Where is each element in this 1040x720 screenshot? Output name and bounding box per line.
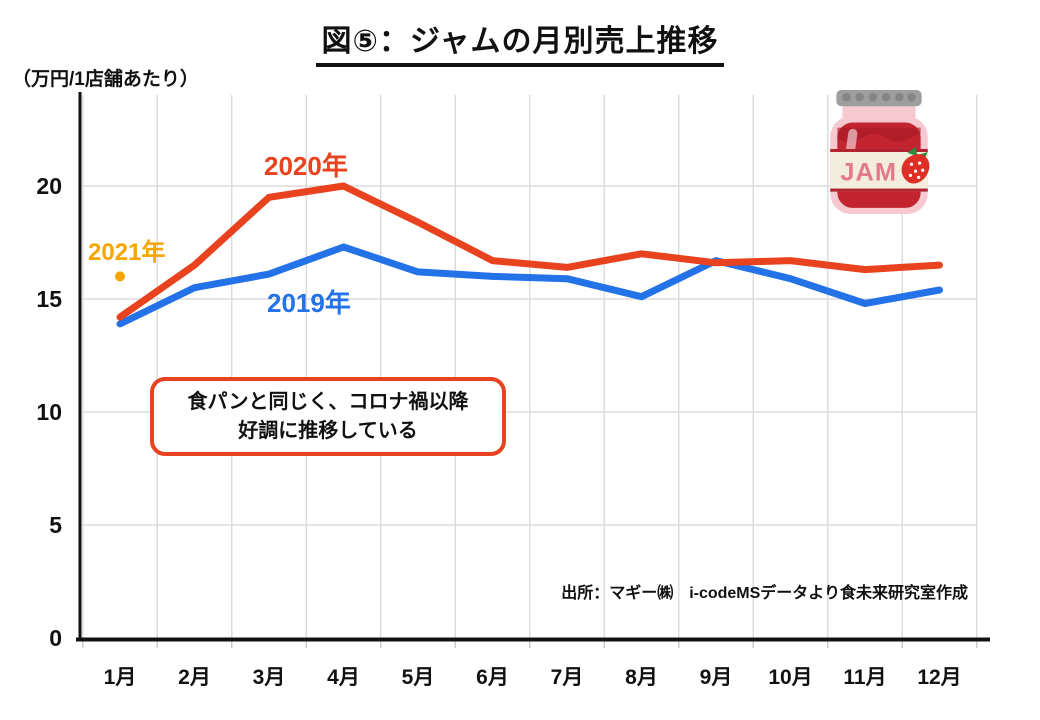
title-row: 図⑤：ジャムの月別売上推移 bbox=[0, 16, 1040, 67]
x-tick-label: 3月 bbox=[253, 666, 286, 689]
x-tick-label: 6月 bbox=[476, 666, 509, 689]
y-tick-label: 5 bbox=[49, 512, 62, 538]
x-tick-label: 2月 bbox=[178, 666, 211, 689]
x-tick-label: 8月 bbox=[625, 666, 658, 689]
x-tick-label: 1月 bbox=[104, 666, 137, 689]
series-label-2021: 2021年 bbox=[88, 239, 166, 266]
y-tick-label: 20 bbox=[36, 173, 62, 199]
data-line-2020年 bbox=[116, 182, 943, 321]
data-point-2021 bbox=[115, 271, 125, 282]
jar-lid-icon bbox=[836, 90, 922, 107]
y-axis-unit-label: （万円/1店舗あたり） bbox=[12, 69, 199, 90]
y-tick-label: 15 bbox=[36, 286, 62, 312]
x-tick-label: 7月 bbox=[551, 666, 584, 689]
jam-label-text: JAM bbox=[840, 158, 897, 186]
x-tick-label: 10月 bbox=[768, 666, 812, 689]
data-line-2019年 bbox=[116, 243, 943, 328]
y-tick-label: 10 bbox=[36, 399, 62, 425]
y-tick-label: 0 bbox=[49, 625, 62, 651]
x-tick-label: 4月 bbox=[327, 666, 360, 689]
strawberry-icon bbox=[901, 146, 930, 184]
x-tick-label: 12月 bbox=[917, 666, 961, 689]
jam-jar-illustration: JAM bbox=[830, 90, 930, 214]
annotation-callout: 食パンと同じく、コロナ禍以降 好調に推移している bbox=[150, 377, 506, 456]
annotation-line-2: 好調に推移している bbox=[238, 419, 418, 442]
page-title: 図⑤：ジャムの月別売上推移 bbox=[315, 16, 725, 67]
x-tick-label: 5月 bbox=[402, 666, 435, 689]
x-tick-label: 9月 bbox=[700, 666, 733, 689]
source-note: 出所：マギー㈱ i-codeMSデータより食未来研究室作成 bbox=[561, 585, 968, 602]
series-label-2019: 2019年 bbox=[267, 288, 351, 318]
annotation-line-1: 食パンと同じく、コロナ禍以降 bbox=[187, 390, 469, 413]
series-label-2020: 2020年 bbox=[264, 151, 348, 181]
x-tick-label: 11月 bbox=[843, 666, 886, 689]
